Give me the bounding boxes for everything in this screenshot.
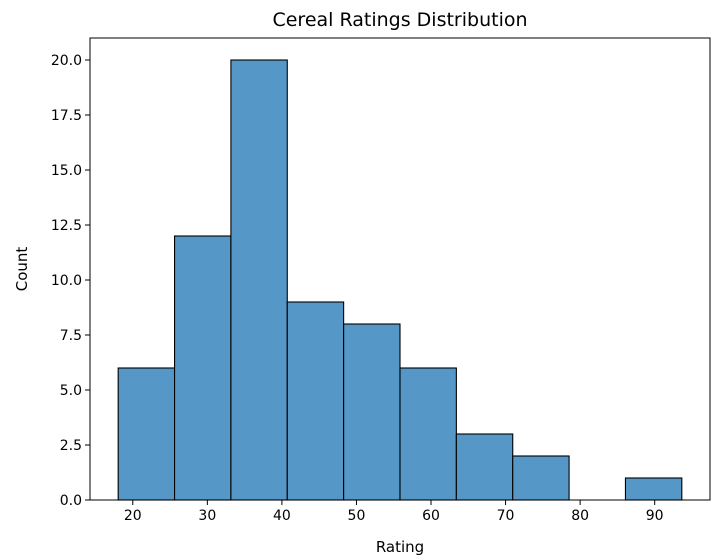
histogram-bar [286,301,345,501]
y-axis-ticks: 0.0 2.5 5.0 7.5 10.0 12.5 15.0 17.5 20.0 [51,53,90,509]
x-tick-label: 80 [571,508,589,524]
x-tick-label: 70 [497,508,515,524]
x-tick-label: 50 [348,508,366,524]
x-tick-label: 20 [124,508,142,524]
histogram-bar [117,367,176,501]
x-axis-label: Rating [376,538,424,556]
plot-frame [89,37,711,501]
bars-group [117,59,683,501]
y-tick-label: 2.5 [60,438,82,454]
y-tick-label: 10.0 [51,273,82,289]
y-tick-label: 15.0 [51,163,82,179]
y-axis-label: Count [13,247,31,292]
histogram-bar [512,455,570,501]
y-tick-label: 5.0 [60,383,82,399]
histogram-bar [455,433,514,501]
x-axis-ticks: 20 30 40 50 60 70 80 90 [124,500,664,524]
chart-title: Cereal Ratings Distribution [272,9,527,31]
histogram-bar [399,367,457,501]
x-tick-label: 60 [422,508,440,524]
y-tick-label: 12.5 [51,218,82,234]
y-tick-label: 17.5 [51,108,82,124]
histogram-bar [230,59,288,501]
y-tick-label: 0.0 [60,493,82,509]
x-tick-label: 30 [198,508,216,524]
x-tick-label: 40 [273,508,291,524]
x-tick-label: 90 [646,508,664,524]
histogram-bar [624,477,683,501]
y-tick-label: 7.5 [60,328,82,344]
y-tick-label: 20.0 [51,53,82,69]
histogram-bar [343,323,401,501]
histogram-bar [173,235,232,501]
